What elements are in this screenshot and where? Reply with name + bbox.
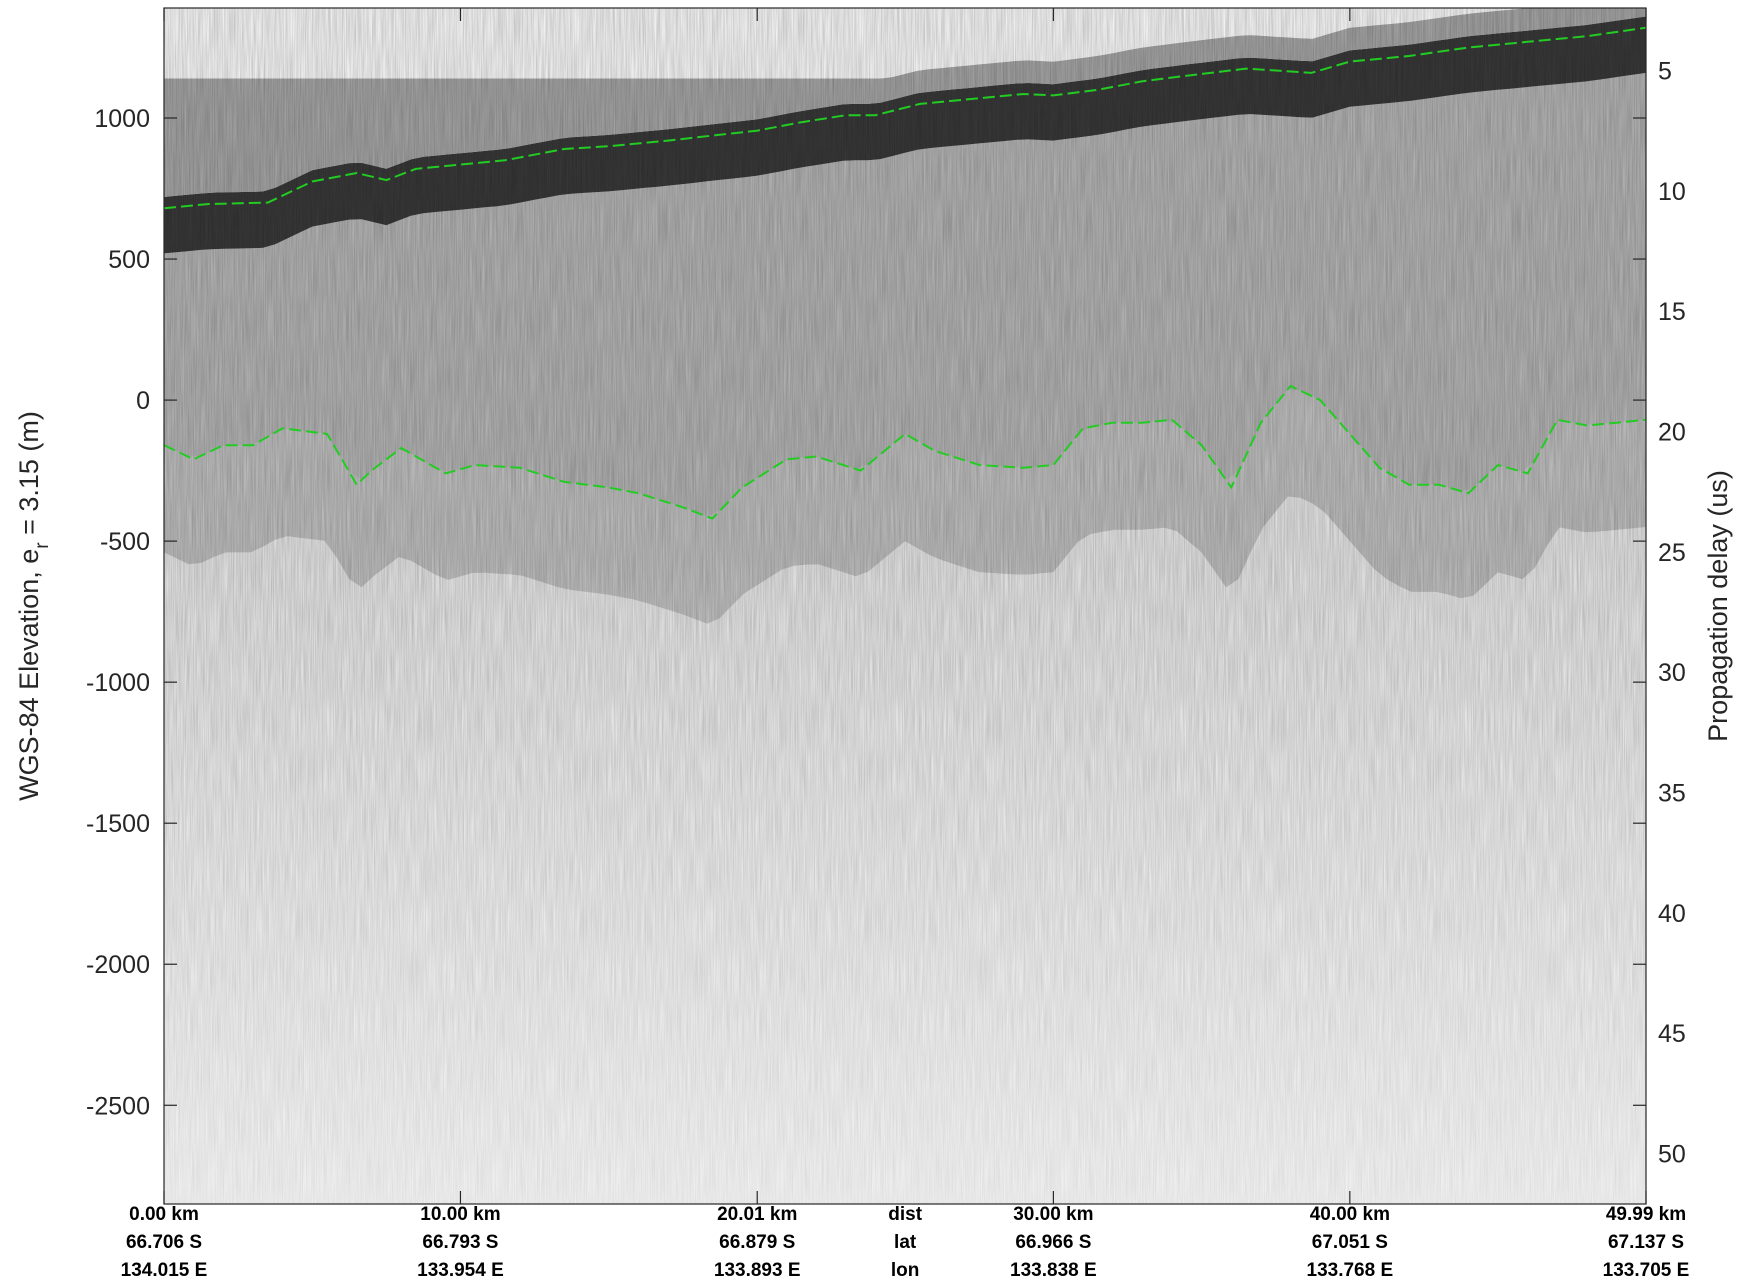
right-y-tick-label: 40 <box>1658 900 1686 928</box>
right-y-tick-label: 15 <box>1658 298 1686 326</box>
right-y-tick-label: 50 <box>1658 1140 1686 1168</box>
bed-pick-line <box>164 384 1646 520</box>
left-y-axis-title-suffix: = 3.15 (m) <box>14 411 44 542</box>
x-lon-label: 133.893 E <box>714 1260 801 1281</box>
left-y-tick-label: -1500 <box>86 810 150 838</box>
depth-fade <box>164 560 1646 1204</box>
left-y-tick-label: -2500 <box>86 1092 150 1120</box>
left-y-tick-label: -500 <box>100 528 150 556</box>
x-lat-label: 66.966 S <box>1015 1232 1091 1253</box>
left-y-tick-label: 0 <box>136 387 150 415</box>
right-y-tick-label: 10 <box>1658 178 1686 206</box>
x-row-name-lat: lat <box>894 1232 917 1253</box>
left-y-axis-title: WGS-84 Elevation, er = 3.15 (m) <box>14 411 53 801</box>
radargram-plot-area <box>164 8 1646 1204</box>
x-axis <box>163 8 1647 1204</box>
x-row-name-lon: lon <box>891 1260 920 1281</box>
left-y-tick-label: -2000 <box>86 951 150 979</box>
x-dist-label: 0.00 km <box>129 1204 199 1225</box>
x-lat-label: 67.137 S <box>1608 1232 1684 1253</box>
x-lon-label: 133.838 E <box>1010 1260 1097 1281</box>
x-lon-label: 133.768 E <box>1307 1260 1394 1281</box>
left-y-tick-label: -1000 <box>86 669 150 697</box>
x-lon-label: 133.705 E <box>1603 1260 1690 1281</box>
right-y-tick-label: 20 <box>1658 419 1686 447</box>
right-y-tick-label: 25 <box>1658 539 1686 567</box>
x-lon-label: 133.954 E <box>417 1260 504 1281</box>
right-y-axis-title: Propagation delay (us) <box>1703 470 1733 742</box>
right-y-tick-label: 30 <box>1658 659 1686 687</box>
left-y-axis-title-subscript: r <box>32 542 53 549</box>
x-dist-label: 40.00 km <box>1310 1204 1390 1225</box>
left-y-axis: 1000 500 0 -500 -1000 -1500 -2000 -2500 <box>86 105 1646 1120</box>
left-y-tick-label: 500 <box>108 246 150 274</box>
x-lat-label: 66.706 S <box>126 1232 202 1253</box>
x-row-name-dist: dist <box>888 1204 922 1225</box>
surface-pick-line <box>164 26 1646 210</box>
left-y-axis-title-prefix: WGS-84 Elevation, e <box>14 549 44 801</box>
right-y-tick-label: 5 <box>1658 58 1672 86</box>
x-dist-label: 49.99 km <box>1606 1204 1686 1225</box>
x-dist-label: 20.01 km <box>717 1204 797 1225</box>
x-lat-label: 66.793 S <box>422 1232 498 1253</box>
right-y-axis: 5 10 15 20 25 30 35 40 45 50 <box>1658 58 1686 1169</box>
x-dist-label: 10.00 km <box>420 1204 500 1225</box>
plot-frame <box>163 7 1647 1205</box>
x-lon-label: 134.015 E <box>121 1260 208 1281</box>
x-dist-label: 30.00 km <box>1013 1204 1093 1225</box>
x-lat-label: 66.879 S <box>719 1232 795 1253</box>
x-lat-label: 67.051 S <box>1312 1232 1388 1253</box>
x-axis-label-rows: 0.00 km 66.706 S 134.015 E 10.00 km 66.793 S… <box>121 1204 1690 1281</box>
right-y-tick-label: 45 <box>1658 1020 1686 1048</box>
right-y-tick-label: 35 <box>1658 779 1686 807</box>
left-y-tick-label: 1000 <box>94 105 150 133</box>
